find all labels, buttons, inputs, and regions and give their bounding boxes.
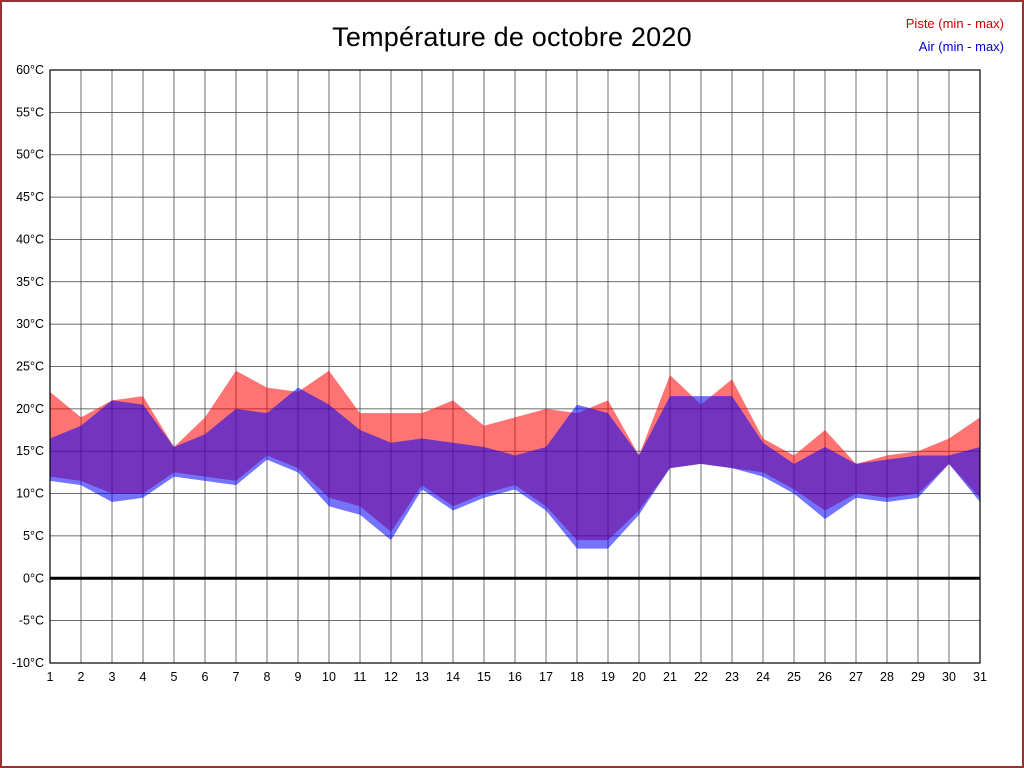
x-tick-label: 25 xyxy=(787,670,801,684)
x-tick-label: 31 xyxy=(973,670,987,684)
x-tick-label: 6 xyxy=(202,670,209,684)
x-tick-label: 7 xyxy=(233,670,240,684)
x-tick-label: 2 xyxy=(78,670,85,684)
x-tick-label: 18 xyxy=(570,670,584,684)
x-tick-label: 12 xyxy=(384,670,398,684)
y-tick-label: 25°C xyxy=(16,360,44,374)
plot-border xyxy=(49,69,981,664)
x-tick-label: 15 xyxy=(477,670,491,684)
x-tick-label: 27 xyxy=(849,670,863,684)
y-tick-label: 35°C xyxy=(16,275,44,289)
y-tick-label: 55°C xyxy=(16,105,44,119)
x-tick-label: 29 xyxy=(911,670,925,684)
y-tick-label: 45°C xyxy=(16,190,44,204)
x-tick-label: 14 xyxy=(446,670,460,684)
x-tick-label: 30 xyxy=(942,670,956,684)
legend-item-piste: Piste (min - max) xyxy=(905,16,1004,31)
y-tick-label: 40°C xyxy=(16,232,44,246)
y-tick-label: -5°C xyxy=(19,614,44,628)
y-tick-label: 60°C xyxy=(16,63,44,77)
x-tick-label: 3 xyxy=(109,670,116,684)
y-tick-label: 10°C xyxy=(16,487,44,501)
legend: Piste (min - max) Air (min - max) xyxy=(906,12,1004,58)
y-tick-label: 15°C xyxy=(16,444,44,458)
x-tick-label: 5 xyxy=(171,670,178,684)
y-tick-label: 5°C xyxy=(23,529,44,543)
x-tick-label: 4 xyxy=(140,670,147,684)
x-tick-label: 26 xyxy=(818,670,832,684)
x-tick-label: 16 xyxy=(508,670,522,684)
y-tick-label: 50°C xyxy=(16,148,44,162)
x-tick-label: 22 xyxy=(694,670,708,684)
chart-title: Température de octobre 2020 xyxy=(332,22,692,52)
x-tick-label: 23 xyxy=(725,670,739,684)
y-tick-label: 0°C xyxy=(23,571,44,585)
x-tick-label: 1 xyxy=(47,670,54,684)
x-tick-label: 11 xyxy=(354,670,367,684)
air-band xyxy=(50,387,980,549)
y-tick-label: 30°C xyxy=(16,317,44,331)
x-tick-label: 21 xyxy=(663,670,677,684)
x-tick-label: 20 xyxy=(632,670,646,684)
legend-item-air: Air (min - max) xyxy=(918,39,1004,54)
y-tick-label: 20°C xyxy=(16,402,44,416)
y-tick-label: -10°C xyxy=(12,656,44,670)
x-tick-label: 17 xyxy=(539,670,553,684)
x-tick-label: 28 xyxy=(880,670,894,684)
x-tick-label: 13 xyxy=(415,670,429,684)
x-tick-label: 24 xyxy=(756,670,770,684)
x-tick-label: 10 xyxy=(322,670,336,684)
x-tick-label: 19 xyxy=(601,670,615,684)
x-tick-label: 9 xyxy=(295,670,302,684)
x-tick-label: 8 xyxy=(264,670,271,684)
